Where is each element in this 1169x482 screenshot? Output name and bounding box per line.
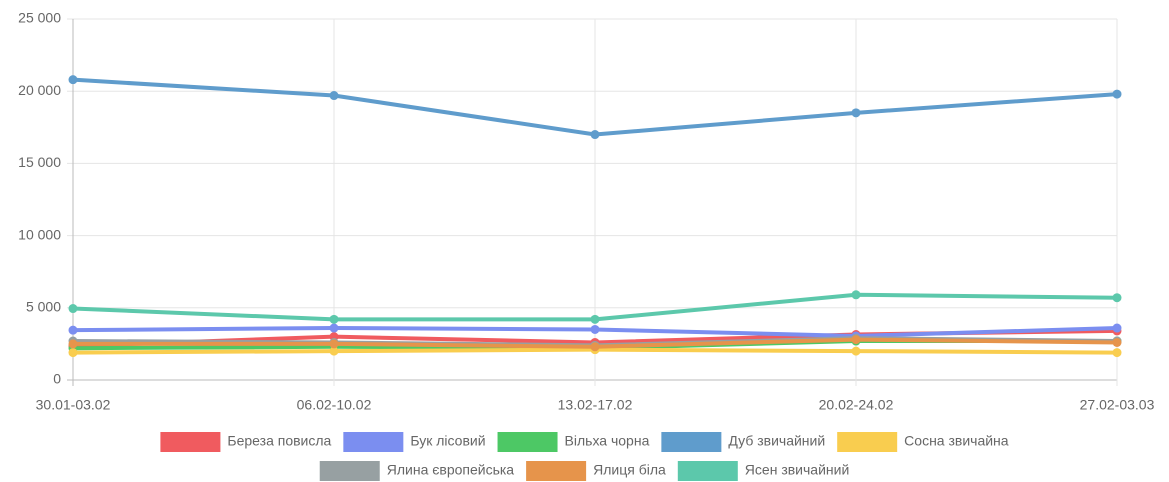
point bbox=[329, 323, 339, 333]
legend-item[interactable]: Ясен звичайний bbox=[677, 461, 849, 481]
legend-item[interactable]: Вільха чорна bbox=[497, 432, 650, 452]
legend-swatch bbox=[661, 432, 722, 452]
point bbox=[851, 108, 861, 118]
point bbox=[1112, 337, 1122, 347]
point bbox=[1112, 323, 1122, 333]
legend-label: Бук лісовий bbox=[410, 433, 485, 449]
point bbox=[851, 346, 861, 356]
point bbox=[1112, 293, 1122, 303]
legend-swatch bbox=[497, 432, 558, 452]
point bbox=[68, 75, 78, 85]
point bbox=[329, 346, 339, 356]
point bbox=[851, 290, 861, 300]
point bbox=[1112, 89, 1122, 99]
legend-label: Вільха чорна bbox=[565, 433, 650, 449]
legend-label: Ясен звичайний bbox=[745, 462, 849, 478]
legend-item[interactable]: Сосна звичайна bbox=[837, 432, 1009, 452]
legend-swatch bbox=[526, 461, 587, 481]
point bbox=[68, 325, 78, 335]
legend-label: Ялиця біла bbox=[593, 462, 666, 478]
legend-label: Дуб звичайний bbox=[728, 433, 825, 449]
point bbox=[590, 342, 600, 352]
legend-swatch bbox=[837, 432, 898, 452]
x-tick-label: 30.01-03.02 bbox=[36, 397, 111, 413]
y-tick-label: 5 000 bbox=[26, 299, 61, 315]
x-tick-label: 27.02-03.03 bbox=[1080, 397, 1155, 413]
legend-label: Ялина європейська bbox=[387, 462, 515, 478]
point bbox=[329, 314, 339, 324]
y-tick-label: 20 000 bbox=[18, 82, 61, 98]
point bbox=[68, 304, 78, 314]
legend-item[interactable]: Ялина європейська bbox=[319, 461, 515, 481]
point bbox=[590, 314, 600, 324]
y-tick-label: 15 000 bbox=[18, 154, 61, 170]
point bbox=[1112, 348, 1122, 358]
legend-swatch bbox=[160, 432, 221, 452]
legend-item[interactable]: Бук лісовий bbox=[343, 432, 486, 452]
legend-label: Береза повисла bbox=[227, 433, 331, 449]
legend-item[interactable]: Ялиця біла bbox=[526, 461, 666, 481]
legend-item[interactable]: Береза повисла bbox=[160, 432, 332, 452]
point bbox=[68, 339, 78, 349]
x-tick-label: 13.02-17.02 bbox=[558, 397, 633, 413]
y-tick-label: 25 000 bbox=[18, 10, 61, 26]
y-tick-label: 10 000 bbox=[18, 226, 61, 242]
point bbox=[329, 91, 339, 101]
x-tick-label: 06.02-10.02 bbox=[297, 397, 372, 413]
point bbox=[851, 335, 861, 345]
point bbox=[68, 348, 78, 358]
legend-label: Сосна звичайна bbox=[904, 433, 1009, 449]
legend-swatch bbox=[677, 461, 738, 481]
legend-swatch bbox=[319, 461, 380, 481]
x-tick-label: 20.02-24.02 bbox=[819, 397, 894, 413]
point bbox=[329, 339, 339, 349]
y-tick-label: 0 bbox=[53, 371, 61, 387]
point bbox=[590, 324, 600, 334]
legend-item[interactable]: Дуб звичайний bbox=[661, 432, 825, 452]
legend-swatch bbox=[343, 432, 404, 452]
point bbox=[590, 130, 600, 140]
